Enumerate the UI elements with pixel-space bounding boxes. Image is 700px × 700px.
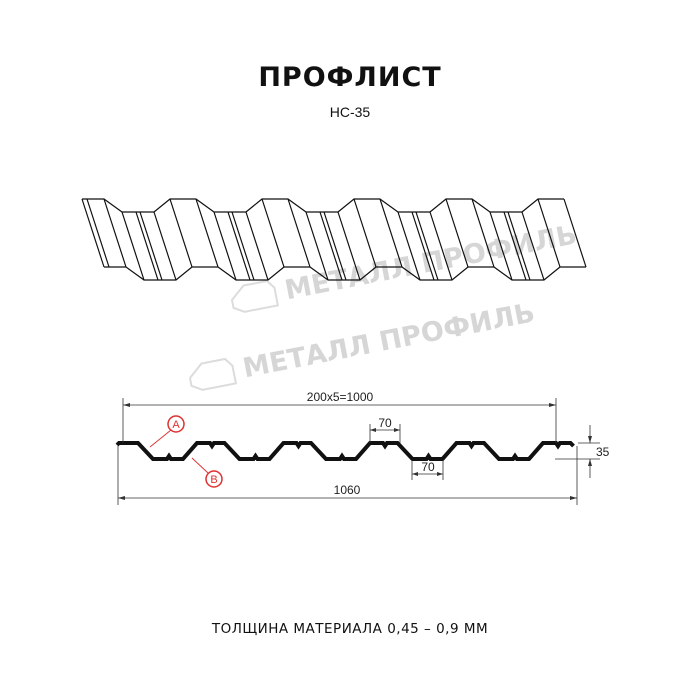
sheet-groove-line [503,211,527,281]
material-thickness-note: ТОЛЩИНА МАТЕРИАЛА 0,45 – 0,9 ММ [211,621,489,637]
sheet-fold-line [521,211,545,281]
sheet-groove-line [319,211,343,281]
marker-a-label: A [172,419,180,431]
dimension-lines [117,398,600,505]
dim-bottom-flange: 70 [421,460,435,474]
sheet-fold-line [397,211,421,281]
isometric-sheet-view [81,198,587,281]
sheet-fold-line [103,198,127,268]
marker-b: B [191,457,223,488]
sheet-fold-line [169,198,193,268]
sheet-fold-line [287,198,311,268]
sheet-fold-line [337,211,361,281]
dim-pitch-total: 200x5=1000 [307,390,374,404]
sheet-fold-line [121,211,145,281]
sheet-fold-line [537,198,561,268]
sheet-groove-line [135,211,159,281]
marker-a: A [149,415,185,448]
sheet-fold-line [245,211,269,281]
sheet-fold-line [379,198,403,268]
sheet-groove-line [411,211,435,281]
dim-height: 35 [596,445,610,459]
watermark-text-2: МЕТАЛЛ ПРОФИЛЬ [240,297,537,384]
sheet-groove-line [507,211,531,281]
sheet-fold-line [429,211,453,281]
sheet-groove-line [139,211,163,281]
page-title: ПРОФЛИСТ [258,62,442,93]
sheet-fold-line [81,198,105,268]
dim-top-flange: 70 [378,416,392,430]
product-code: НС-35 [329,104,371,120]
sheet-fold-line [305,211,329,281]
sheet-fold-line [445,198,469,268]
cross-section [115,441,575,461]
sheet-fold-line [471,198,495,268]
sheet-fold-line [261,198,285,268]
sheet-edge-line [86,198,110,268]
sheet-groove-line [323,211,347,281]
sheet-fold-line [213,211,237,281]
sheet-bottom-edge [104,266,586,281]
sheet-fold-line [195,198,219,268]
sheet-fold-line [489,211,513,281]
sheet-fold-line [153,211,177,281]
profile-line [115,441,575,461]
marker-b-label: B [210,474,217,486]
sheet-fold-line [563,198,587,268]
watermark-logo-2: МЕТАЛЛ ПРОФИЛЬ [188,297,537,391]
sheet-groove-line [231,211,255,281]
dim-full-width: 1060 [334,483,361,497]
sheet-fold-line [353,198,377,268]
sheet-groove-line [415,211,439,281]
sheet-groove-line [227,211,251,281]
sheet-top-edge [82,198,564,213]
